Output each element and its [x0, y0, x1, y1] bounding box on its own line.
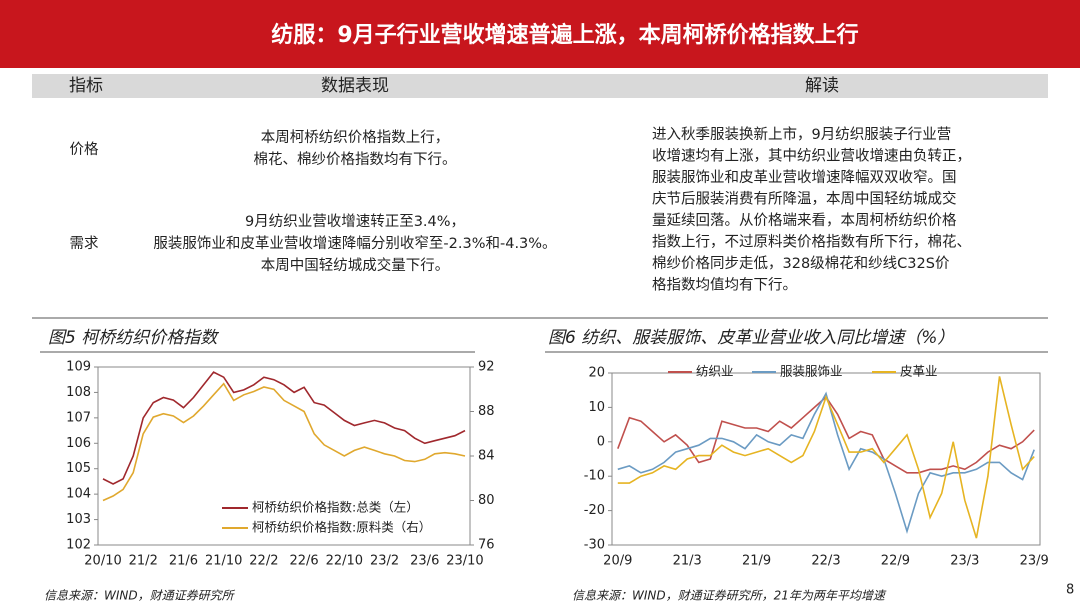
legend-label: 柯桥纺织价格指数:总类（左）	[252, 500, 419, 515]
y-tick-label: 102	[66, 538, 91, 553]
series-line	[617, 376, 1035, 539]
legend-label: 服装服饰业	[780, 364, 843, 379]
interpretation-line: 棉纱价格同步走低，328级棉花和纱线C32S价	[652, 255, 950, 272]
column-header: 解读	[805, 76, 839, 96]
x-tick-label: 22/9	[881, 554, 910, 569]
legend-label: 柯桥纺织价格指数:原料类（右）	[252, 520, 431, 535]
y2-tick-label: 80	[478, 493, 495, 508]
y2-tick-label: 88	[478, 404, 495, 419]
interpretation-line: 格指数均值均有下行。	[652, 277, 797, 294]
performance-line: 服装服饰业和皮革业营收增速降幅分别收窄至-2.3%和-4.3%。	[153, 234, 556, 252]
y-tick-label: 105	[66, 461, 91, 476]
chart-title: 图5 柯桥纺织价格指数	[48, 328, 219, 348]
performance-line: 本周中国轻纺城成交量下行。	[261, 256, 450, 274]
performance-line: 棉花、棉纱价格指数均有下行。	[254, 151, 457, 168]
x-tick-label: 23/6	[410, 554, 439, 569]
y2-tick-label: 84	[478, 449, 495, 464]
x-tick-label: 23/10	[446, 554, 483, 569]
interpretation-line: 进入秋季服装换新上市，9月纺织服装子行业营	[652, 126, 951, 143]
y-tick-label: 0	[597, 434, 605, 449]
interpretation-line: 庆节后服装消费有所降温，本周中国轻纺城成交	[652, 190, 957, 208]
series-line	[102, 371, 466, 485]
y2-tick-label: 92	[478, 360, 495, 375]
y-tick-label: -10	[584, 469, 605, 484]
x-tick-label: 22/3	[811, 554, 840, 569]
y-tick-label: 107	[66, 410, 91, 425]
y-tick-label: 20	[588, 366, 605, 381]
x-tick-label: 20/9	[603, 554, 632, 569]
y-tick-label: -30	[584, 538, 605, 553]
page-number: 8	[1066, 583, 1074, 598]
x-tick-label: 21/9	[742, 554, 771, 569]
y-tick-label: 108	[66, 385, 91, 400]
table-header	[32, 74, 1048, 98]
indicator: 需求	[70, 235, 99, 252]
source-note: 信息来源：WIND，财通证券研究所，21年为两年平均增速	[572, 589, 887, 603]
interpretation-line: 指数上行，不过原料类价格指数有所下行，棉花、	[652, 234, 971, 251]
legend-box	[215, 495, 465, 540]
interpretation-line: 收增速均有上涨，其中纺织业营收增速由负转正，	[652, 148, 971, 165]
x-tick-label: 20/10	[84, 554, 121, 569]
header-title: 纺服：9月子行业营收增速普遍上涨，本周柯桥价格指数上行	[271, 22, 858, 48]
x-tick-label: 21/10	[205, 554, 242, 569]
y-tick-label: 109	[66, 360, 91, 375]
y-tick-label: 106	[66, 436, 91, 451]
performance-line: 9月纺织业营收增速转正至3.4%，	[245, 213, 465, 230]
interpretation-line: 服装服饰业和皮革业营收增速降幅双双收窄。国	[652, 168, 957, 186]
x-tick-label: 21/3	[673, 554, 702, 569]
x-tick-label: 22/2	[249, 554, 278, 569]
x-tick-label: 21/6	[169, 554, 198, 569]
source-note: 信息来源：WIND，财通证券研究所	[44, 589, 236, 603]
performance-line: 本周柯桥纺织价格指数上行，	[261, 129, 450, 146]
series-line	[617, 391, 1035, 534]
x-tick-label: 21/2	[129, 554, 158, 569]
x-tick-label: 23/2	[370, 554, 399, 569]
y-tick-label: 104	[66, 487, 91, 502]
interpretation-line: 量延续回落。从价格端来看，本周柯桥纺织价格	[652, 212, 957, 229]
indicator: 价格	[70, 141, 99, 158]
legend-label: 纺织业	[696, 364, 734, 379]
plot-frame	[611, 372, 1041, 546]
column-header: 指标	[69, 76, 103, 96]
column-header: 数据表现	[321, 76, 389, 96]
x-tick-label: 23/3	[950, 554, 979, 569]
y-tick-label: 103	[66, 512, 91, 527]
series-line	[102, 382, 466, 502]
y2-tick-label: 76	[478, 538, 495, 553]
legend-label: 皮革业	[900, 364, 938, 379]
chart-title: 图6 纺织、服装服饰、皮革业营业收入同比增速（%）	[548, 328, 954, 348]
y-tick-label: 10	[588, 400, 605, 415]
x-tick-label: 22/10	[326, 554, 363, 569]
x-tick-label: 23/9	[1020, 554, 1049, 569]
x-tick-label: 22/6	[290, 554, 319, 569]
series-line	[617, 395, 1035, 474]
header-bar	[0, 0, 1080, 68]
y-tick-label: -20	[584, 503, 605, 518]
